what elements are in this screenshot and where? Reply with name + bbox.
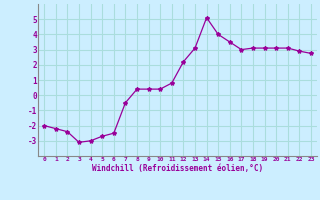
X-axis label: Windchill (Refroidissement éolien,°C): Windchill (Refroidissement éolien,°C) [92,164,263,173]
